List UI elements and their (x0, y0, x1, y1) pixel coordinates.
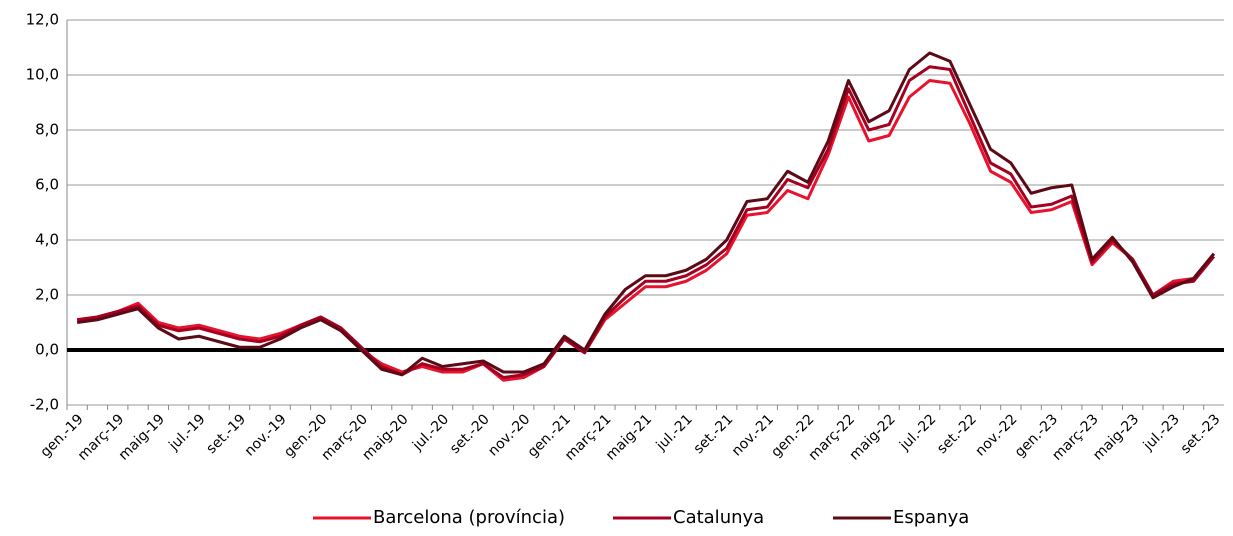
legend-label: Espanya (893, 507, 969, 528)
y-tick-label: 12,0 (26, 11, 59, 29)
y-tick-label: -2,0 (30, 396, 59, 414)
x-tick-label: jul.-22 (896, 411, 939, 454)
y-tick-label: 6,0 (35, 176, 59, 194)
x-tick-label: jul.-20 (409, 411, 452, 454)
y-tick-label: 0,0 (35, 341, 59, 359)
y-tick-label: 2,0 (35, 286, 59, 304)
x-tick-label: jul.-21 (653, 411, 696, 454)
x-tick-label: set.-20 (447, 411, 493, 457)
series-line (76, 65, 1216, 379)
x-tick-label: set.-21 (691, 411, 737, 457)
series-line (76, 51, 1216, 377)
y-tick-label: 8,0 (35, 121, 59, 139)
legend-label: Catalunya (673, 507, 764, 528)
y-tick-label: 10,0 (26, 66, 59, 84)
series-line (76, 79, 1216, 382)
legend-label: Barcelona (província) (373, 507, 565, 528)
x-tick-label: jul.-19 (165, 411, 208, 454)
x-tick-label: set.-22 (934, 411, 980, 457)
x-tick-label: set.-19 (203, 411, 249, 457)
y-tick-label: 4,0 (35, 231, 59, 249)
x-tick-label: set.-23 (1178, 411, 1224, 457)
x-tick-label: jul.-23 (1140, 411, 1183, 454)
